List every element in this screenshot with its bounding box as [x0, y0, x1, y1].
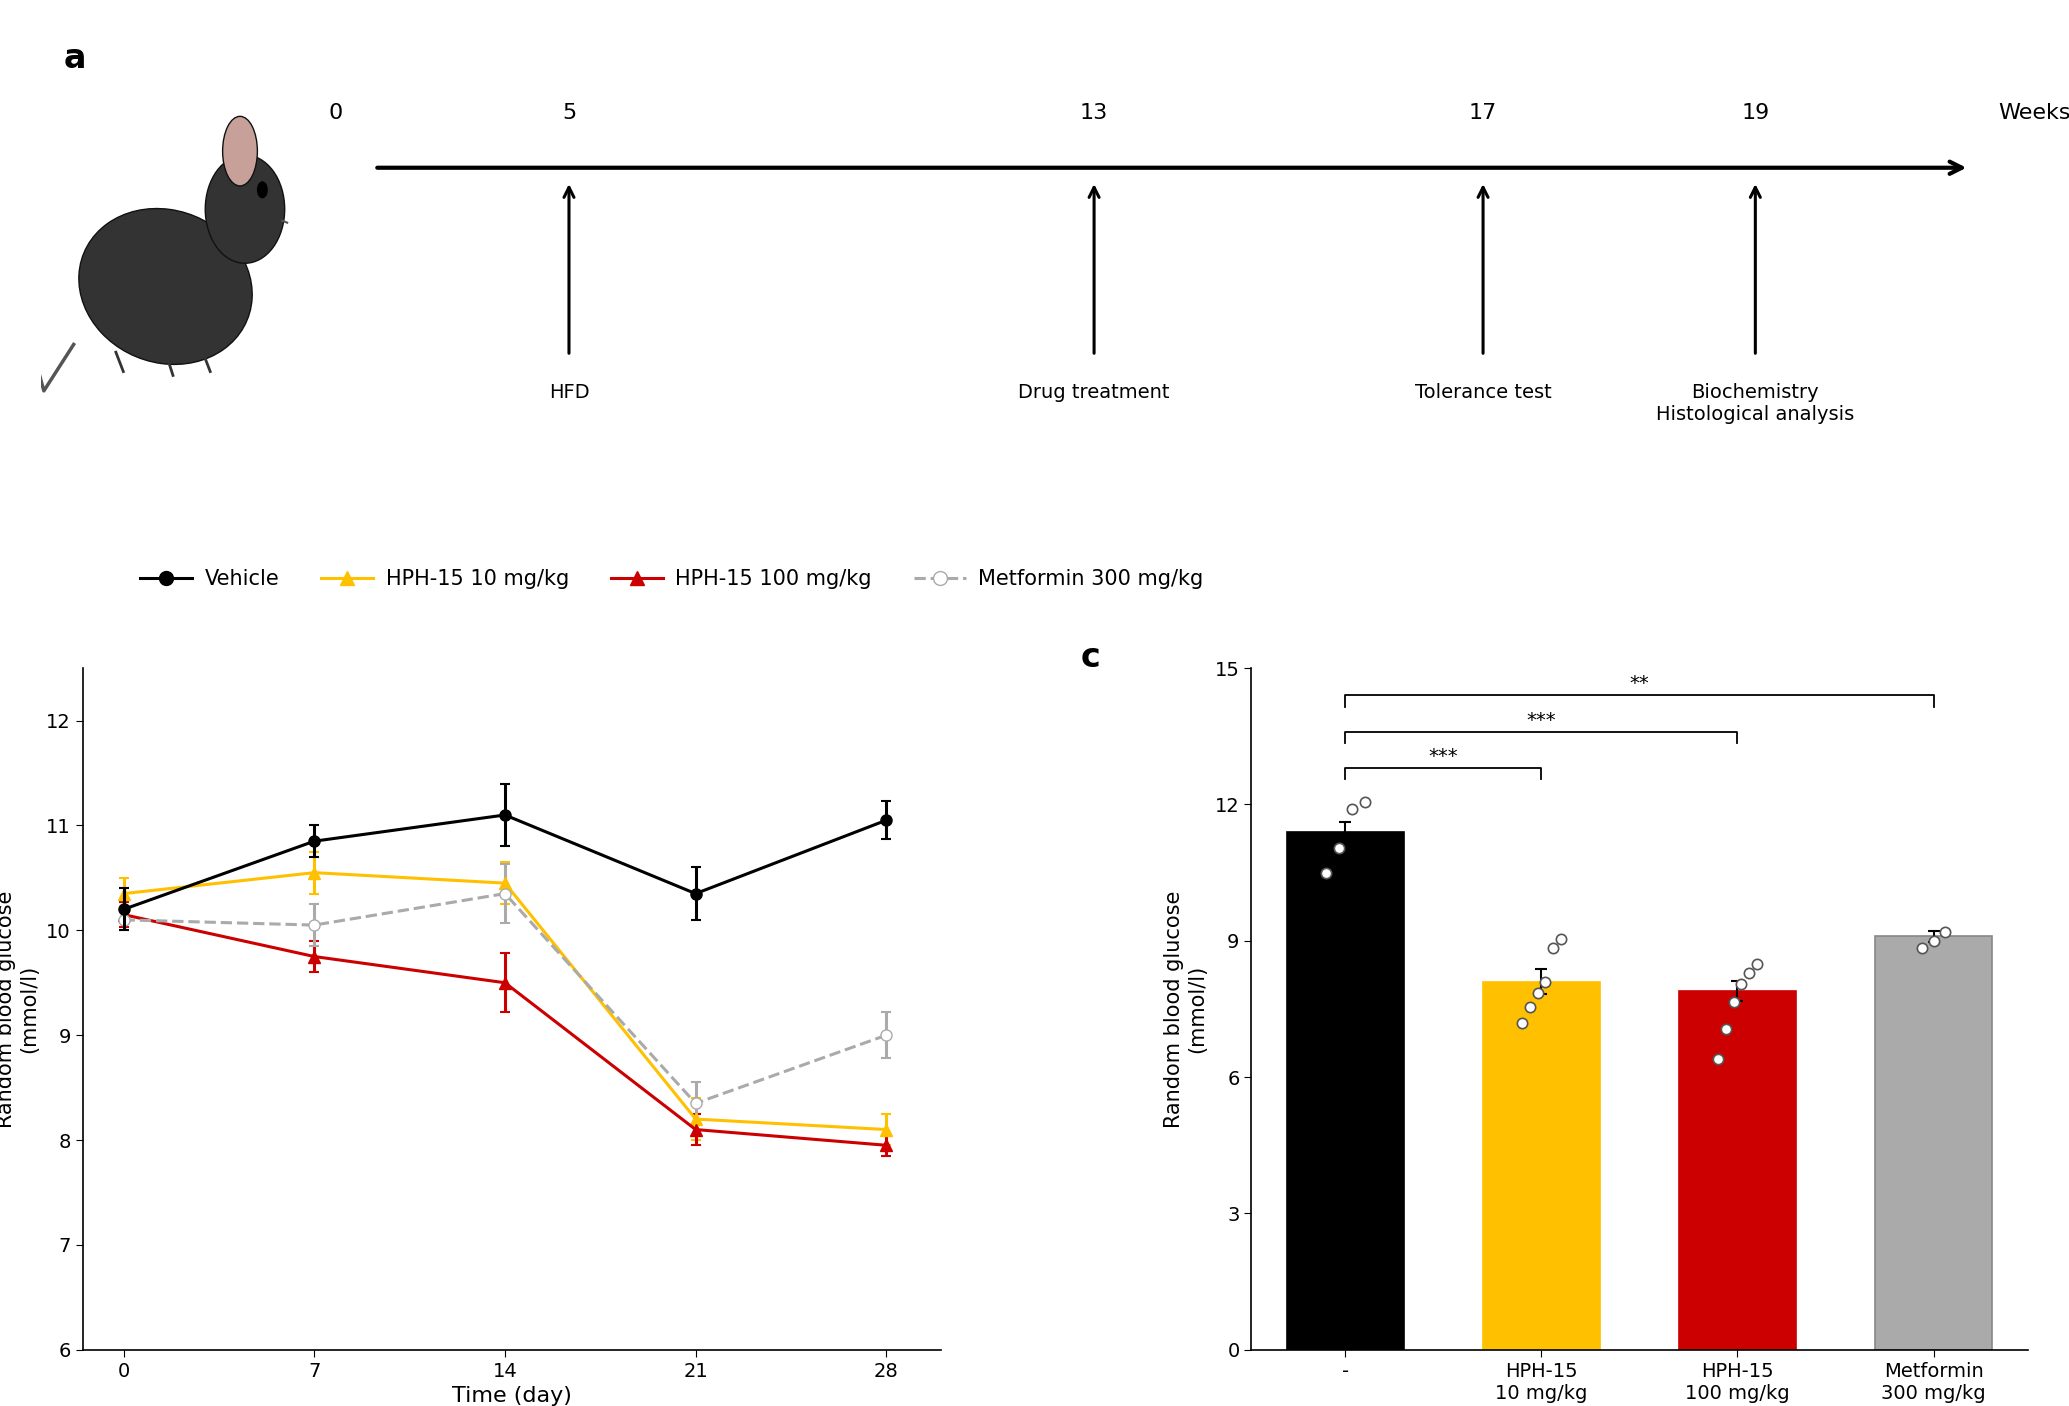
- Text: ***: ***: [1527, 710, 1556, 730]
- Point: [1928, 921, 1961, 943]
- Point: [1740, 952, 1773, 974]
- Point: [1512, 995, 1546, 1018]
- Text: 17: 17: [1469, 103, 1498, 122]
- Bar: [1875, 936, 1992, 1350]
- Text: Biochemistry
Histological analysis: Biochemistry Histological analysis: [1655, 382, 1854, 425]
- Text: **: **: [1630, 673, 1649, 693]
- Text: a: a: [64, 42, 85, 75]
- Point: [1537, 936, 1570, 959]
- Point: [1322, 837, 1355, 859]
- Point: [1732, 962, 1765, 984]
- Point: [1349, 792, 1382, 814]
- Point: [1521, 981, 1554, 1004]
- Point: [1726, 973, 1759, 995]
- Point: [1543, 928, 1577, 950]
- Text: 13: 13: [1080, 103, 1109, 122]
- Text: 0: 0: [329, 103, 343, 122]
- Bar: [1483, 981, 1599, 1350]
- Text: 5: 5: [563, 103, 575, 122]
- Point: [1701, 1047, 1734, 1070]
- Ellipse shape: [79, 208, 252, 364]
- X-axis label: Time (day): Time (day): [451, 1386, 571, 1406]
- Point: [1529, 970, 1562, 993]
- Text: Weeks: Weeks: [1999, 103, 2069, 122]
- Point: [1717, 991, 1750, 1014]
- Y-axis label: Random blood glucose
(mmol/l): Random blood glucose (mmol/l): [1165, 890, 1208, 1128]
- Text: HFD: HFD: [548, 382, 590, 402]
- Bar: [1287, 832, 1405, 1350]
- Text: ***: ***: [1428, 747, 1459, 766]
- Point: [1335, 797, 1368, 820]
- Point: [1709, 1018, 1742, 1040]
- Point: [1506, 1011, 1539, 1033]
- Text: Drug treatment: Drug treatment: [1018, 382, 1169, 402]
- Ellipse shape: [205, 155, 286, 263]
- Point: [1918, 929, 1951, 952]
- Point: [1906, 936, 1939, 959]
- Legend: Vehicle, HPH-15 10 mg/kg, HPH-15 100 mg/kg, Metformin 300 mg/kg: Vehicle, HPH-15 10 mg/kg, HPH-15 100 mg/…: [132, 561, 1212, 598]
- Text: c: c: [1080, 641, 1101, 673]
- Bar: [1678, 991, 1796, 1350]
- Y-axis label: Random blood glucose
(mmol/l): Random blood glucose (mmol/l): [0, 890, 39, 1128]
- Text: Tolerance test: Tolerance test: [1415, 382, 1552, 402]
- Circle shape: [257, 181, 267, 198]
- Text: 19: 19: [1742, 103, 1769, 122]
- Ellipse shape: [223, 117, 257, 186]
- Point: [1310, 862, 1343, 884]
